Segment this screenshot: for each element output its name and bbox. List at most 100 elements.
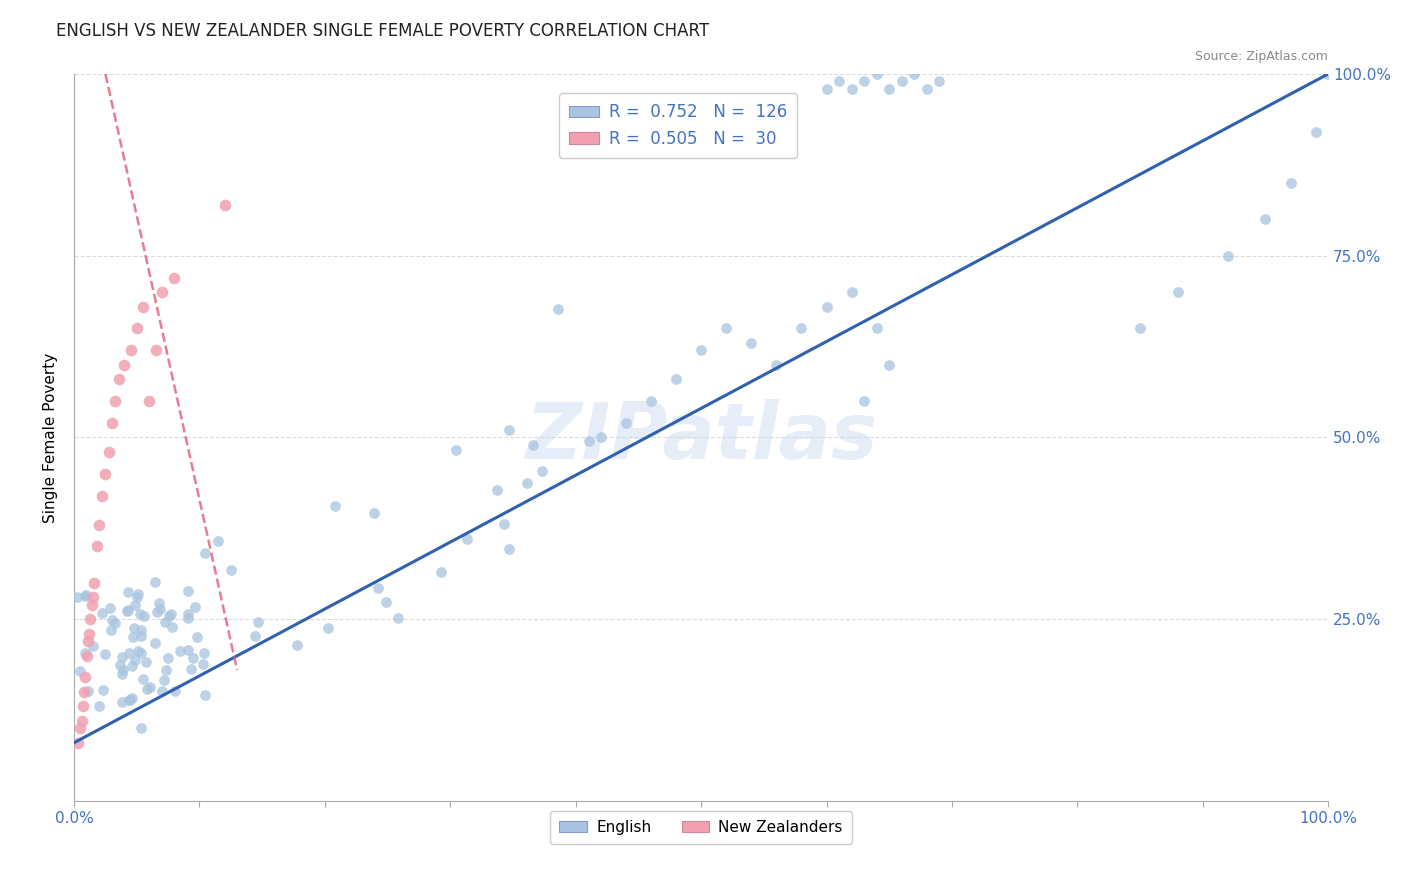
Point — [547, 301, 569, 316]
Point — [152, 673, 174, 687]
Point — [1317, 67, 1340, 81]
Point — [129, 607, 152, 621]
Point — [91, 683, 114, 698]
Point — [112, 358, 135, 372]
Point — [485, 483, 508, 498]
Point — [129, 623, 152, 637]
Point — [150, 285, 173, 299]
Point — [160, 607, 183, 621]
Point — [1129, 321, 1152, 335]
Point — [1254, 212, 1277, 227]
Point — [430, 565, 453, 579]
Point — [132, 672, 155, 686]
Point — [157, 608, 180, 623]
Point — [101, 613, 124, 627]
Point — [75, 670, 97, 684]
Point — [129, 629, 152, 643]
Text: Source: ZipAtlas.com: Source: ZipAtlas.com — [1195, 50, 1329, 63]
Point — [143, 575, 166, 590]
Point — [104, 394, 127, 409]
Point — [714, 321, 737, 335]
Point — [387, 611, 409, 625]
Point — [124, 653, 146, 667]
Point — [928, 74, 950, 88]
Point — [120, 343, 142, 358]
Point — [690, 343, 713, 358]
Point — [219, 563, 242, 577]
Point — [104, 615, 127, 630]
Point — [117, 604, 139, 618]
Point — [177, 584, 200, 599]
Point — [665, 372, 688, 386]
Point — [120, 693, 142, 707]
Point — [498, 541, 520, 556]
Point — [79, 612, 101, 626]
Point — [86, 540, 108, 554]
Text: ENGLISH VS NEW ZEALANDER SINGLE FEMALE POVERTY CORRELATION CHART: ENGLISH VS NEW ZEALANDER SINGLE FEMALE P… — [56, 22, 710, 40]
Point — [153, 615, 176, 629]
Point — [180, 662, 202, 676]
Point — [247, 615, 270, 630]
Point — [80, 598, 103, 612]
Point — [866, 321, 889, 335]
Point — [125, 321, 148, 335]
Point — [124, 598, 146, 612]
Point — [498, 423, 520, 437]
Point — [111, 649, 134, 664]
Point — [117, 603, 139, 617]
Point — [841, 285, 863, 299]
Point — [66, 736, 89, 750]
Point — [323, 499, 346, 513]
Point — [177, 607, 200, 621]
Point — [522, 438, 544, 452]
Point — [117, 585, 139, 599]
Point — [841, 81, 863, 95]
Point — [90, 489, 112, 503]
Point — [815, 300, 838, 314]
Point — [132, 300, 155, 314]
Point — [118, 693, 141, 707]
Point — [191, 657, 214, 672]
Point — [903, 67, 925, 81]
Point — [100, 416, 122, 430]
Point — [193, 646, 215, 660]
Point — [853, 394, 876, 409]
Point — [66, 590, 89, 604]
Point — [111, 695, 134, 709]
Point — [69, 665, 91, 679]
Point — [83, 575, 105, 590]
Point — [82, 639, 104, 653]
Point — [121, 659, 143, 673]
Point — [169, 644, 191, 658]
Point — [70, 714, 93, 728]
Point — [184, 600, 207, 615]
Point — [177, 611, 200, 625]
Point — [285, 638, 308, 652]
Point — [446, 442, 468, 457]
Point — [492, 516, 515, 531]
Point — [117, 646, 139, 660]
Point — [135, 655, 157, 669]
Point — [915, 81, 938, 95]
Point — [121, 691, 143, 706]
Point — [156, 650, 179, 665]
Point — [1279, 176, 1302, 190]
Point — [375, 595, 398, 609]
Point — [72, 699, 94, 714]
Point — [125, 590, 148, 604]
Point — [163, 270, 186, 285]
Point — [740, 335, 762, 350]
Point — [155, 664, 177, 678]
Point — [73, 646, 96, 660]
Point — [75, 588, 97, 602]
Point — [87, 698, 110, 713]
Point — [129, 721, 152, 735]
Point — [89, 517, 111, 532]
Point — [194, 546, 217, 560]
Point — [815, 81, 838, 95]
Point — [146, 605, 169, 619]
Point — [77, 634, 100, 648]
Point — [363, 506, 385, 520]
Point — [790, 321, 813, 335]
Point — [194, 688, 217, 702]
